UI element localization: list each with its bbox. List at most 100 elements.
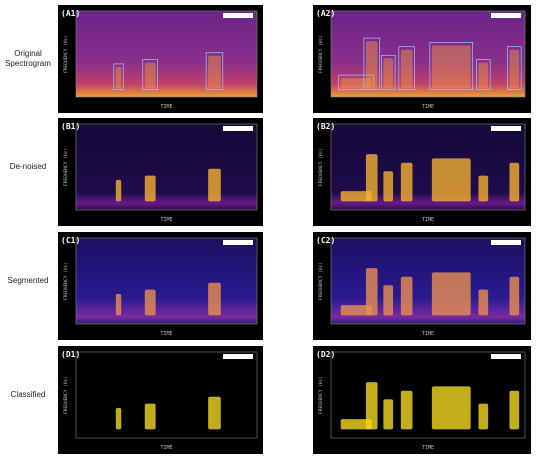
sound-event [115,293,122,316]
sound-event [144,175,156,202]
panel-label: (B1) [61,122,80,131]
row-label: Classified [10,390,46,399]
detection-box [476,59,491,90]
y-axis-label: FREQUENCY (Hz) [318,148,324,186]
sound-event [115,179,122,202]
detection-box [363,37,380,90]
sound-event [431,45,471,89]
sound-event [365,154,378,202]
x-axis-label: TIME [422,445,434,451]
sound-event [509,390,520,430]
sound-event [208,396,221,430]
sound-event [365,268,378,316]
sound-event [400,276,413,316]
panel-label: (A1) [61,9,80,18]
x-axis-label: TIME [160,331,172,337]
sound-event [365,382,378,430]
panel-label: (B2) [316,122,335,131]
sound-event [340,305,372,316]
sound-event [431,158,471,202]
legend-box [223,126,253,131]
sound-event [115,407,122,430]
spectrogram [76,124,257,210]
sound-event [509,162,520,202]
sound-event [509,276,520,316]
sound-event [509,49,520,89]
sound-event [478,175,489,202]
x-axis-label: TIME [160,445,172,451]
sound-event [478,403,489,430]
sound-event [208,168,221,202]
row-label: Original Spectrogram [5,49,51,68]
panel-label: (D2) [316,350,335,359]
sound-event [340,419,372,430]
sound-event [431,386,471,430]
plot-frame [75,351,258,439]
panel-label: (C1) [61,236,80,245]
sound-event [431,272,471,316]
y-axis-label: FREQUENCY (Hz) [63,262,69,300]
x-axis-label: TIME [160,217,172,223]
x-axis-label: TIME [422,331,434,337]
y-axis-label: FREQUENCY (Hz) [63,148,69,186]
sound-event [383,171,394,202]
sound-event [208,55,221,89]
plot-frame [75,123,258,211]
detection-box [205,52,224,90]
panel-label: (C2) [316,236,335,245]
legend-box [491,354,521,359]
plot-frame [330,123,526,211]
sound-event [340,191,372,202]
sound-event [144,289,156,316]
sound-event [383,285,394,316]
x-axis-label: TIME [422,104,434,110]
legend-box [223,13,253,18]
detection-box [142,59,158,90]
legend-box [491,13,521,18]
sound-event [144,62,156,89]
detection-box [381,54,396,90]
spectrogram [76,238,257,324]
plot-frame [330,237,526,325]
sound-event [208,282,221,316]
detection-box [429,42,474,90]
row-label: De-noised [9,162,47,171]
sound-event [115,66,122,89]
panel-label: (A2) [316,9,335,18]
sound-event [400,390,413,430]
plot-frame [330,351,526,439]
plot-frame [75,237,258,325]
y-axis-label: FREQUENCY (Hz) [63,35,69,73]
plot-frame [330,10,526,98]
sound-event [365,41,378,89]
detection-box [398,46,415,90]
x-axis-label: TIME [422,217,434,223]
legend-box [491,126,521,131]
spectrogram [331,11,525,97]
legend-box [223,354,253,359]
x-axis-label: TIME [160,104,172,110]
detection-box [507,46,522,90]
panel-label: (D1) [61,350,80,359]
legend-box [491,240,521,245]
row-label: Segmented [7,276,49,285]
sound-event [478,62,489,89]
sound-event [383,58,394,89]
plot-frame [75,10,258,98]
spectrogram [76,352,257,438]
detection-box [113,63,124,90]
spectrogram [76,11,257,97]
detection-box [338,74,375,90]
sound-event [400,162,413,202]
sound-event [400,49,413,89]
sound-event [478,289,489,316]
y-axis-label: FREQUENCY (Hz) [318,35,324,73]
y-axis-label: FREQUENCY (Hz) [63,376,69,414]
y-axis-label: FREQUENCY (Hz) [318,376,324,414]
sound-event [144,403,156,430]
sound-event [383,399,394,430]
legend-box [223,240,253,245]
y-axis-label: FREQUENCY (Hz) [318,262,324,300]
